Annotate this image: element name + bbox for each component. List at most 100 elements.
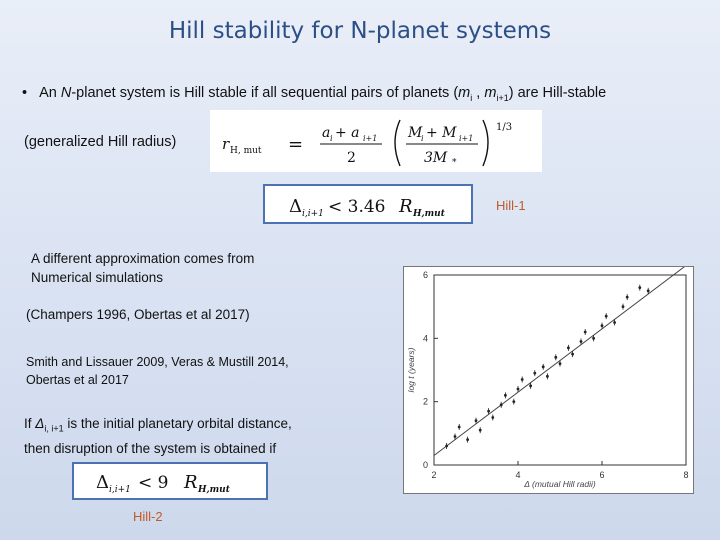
- hill2-sub: i,i+1: [109, 485, 131, 495]
- hill1-rel: < 3.46: [328, 197, 386, 217]
- bullet-comma: ,: [472, 85, 485, 101]
- eq-num-a: a: [322, 125, 330, 141]
- approximation-line-1: A different approximation comes from: [31, 251, 255, 266]
- eq-inner-M: M: [407, 125, 423, 141]
- eq-equals: =: [288, 134, 303, 155]
- data-point: [512, 400, 516, 404]
- data-point: [571, 352, 574, 356]
- data-point: [604, 314, 608, 318]
- bullet-sub-i: i: [470, 92, 473, 103]
- eq-inner-plus: + M: [426, 125, 457, 141]
- x-tick-label: 4: [515, 470, 520, 480]
- generalized-hill-radius-label: (generalized Hill radius): [24, 134, 177, 150]
- hill1-R-sub: H,mut: [412, 209, 446, 219]
- eq-inner-den: 3M: [424, 150, 448, 166]
- bullet-text-b: -planet system is Hill stable if all seq…: [71, 85, 459, 101]
- eq-inner-sub1: i: [421, 134, 424, 143]
- data-point: [583, 330, 587, 334]
- bullet-text-a: An: [39, 85, 61, 101]
- data-point: [466, 438, 469, 442]
- citation-2-line-1: Smith and Lissauer 2009, Veras & Mustill…: [26, 355, 289, 369]
- data-point: [554, 355, 558, 359]
- eq-num-plus: + a: [335, 125, 360, 141]
- data-point: [533, 371, 537, 375]
- data-point: [546, 374, 549, 378]
- approximation-text: A different approximation comes from Num…: [31, 249, 254, 287]
- eq-num-sub2: i+1: [363, 134, 377, 143]
- disruption-rest: is the initial planetary orbital distanc…: [63, 416, 292, 431]
- slide-title: Hill stability for N-planet systems: [168, 18, 552, 44]
- data-point: [487, 409, 490, 413]
- x-tick-label: 8: [683, 470, 688, 480]
- hill-2-label: Hill-2: [133, 509, 163, 524]
- x-tick-label: 6: [599, 470, 604, 480]
- eq-den: 2: [347, 150, 356, 166]
- disruption-line-1: If Δi, i+1 is the initial planetary orbi…: [24, 414, 292, 439]
- y-tick-label: 0: [423, 460, 428, 470]
- data-point: [491, 416, 495, 419]
- hill-radius-equation-svg: r H, mut = a i + a i+1 2 M i + M i+1 3M …: [222, 119, 512, 168]
- hill1-delta: Δ: [289, 196, 302, 217]
- data-point: [579, 340, 583, 343]
- citation-2: Smith and Lissauer 2009, Veras & Mustill…: [26, 353, 289, 389]
- data-point: [638, 286, 642, 290]
- eq-inner-sub2: i+1: [459, 134, 473, 143]
- eq-paren-right: [482, 119, 489, 167]
- y-axis-label: log t (years): [406, 347, 416, 392]
- plot-axes-box: [433, 274, 687, 466]
- bullet-m-i1: m: [484, 85, 497, 101]
- hill-1-criterion-box: Δ i,i+1 < 3.46 R H,mut: [263, 184, 473, 224]
- y-tick-label: 6: [423, 270, 428, 280]
- hill2-delta: Δ: [96, 472, 109, 493]
- hill1-sub: i,i+1: [302, 209, 324, 219]
- citation-1: (Champers 1996, Obertas et al 2017): [26, 307, 250, 322]
- disruption-line-2: then disruption of the system is obtaine…: [24, 440, 277, 456]
- data-point: [474, 419, 478, 423]
- disruption-sub: i, i+1: [44, 423, 64, 434]
- x-tick-label: 2: [431, 470, 436, 480]
- hill-1-equation: Δ i,i+1 < 3.46 R H,mut: [289, 196, 446, 219]
- data-point: [600, 324, 604, 328]
- eq-lhs-sub: H, mut: [230, 146, 262, 156]
- data-point: [445, 444, 448, 448]
- hill2-R: R: [183, 472, 198, 493]
- data-point: [567, 346, 570, 350]
- eq-paren-left: [394, 119, 401, 167]
- data-point: [520, 378, 524, 381]
- data-point: [646, 289, 650, 293]
- eq-inner-den-sub: *: [452, 158, 457, 168]
- bullet-text-c: ) are Hill-stable: [508, 85, 607, 101]
- hill-2-equation: Δ i,i+1 < 9 R H,mut: [96, 472, 231, 495]
- data-point: [541, 365, 545, 369]
- hill2-R-sub: H,mut: [197, 485, 231, 495]
- hill1-R: R: [398, 196, 413, 217]
- disruption-text: If Δi, i+1 is the initial planetary orbi…: [24, 414, 292, 458]
- y-tick-label: 4: [423, 333, 428, 343]
- data-point: [625, 295, 629, 299]
- disruption-if: If: [24, 416, 36, 431]
- citation-2-line-2: Obertas et al 2017: [26, 373, 129, 387]
- hill-radius-equation: r H, mut = a i + a i+1 2 M i + M i+1 3M …: [210, 110, 542, 172]
- hill2-rel: < 9: [138, 473, 168, 493]
- x-axis-label: Δ (mutual Hill radii): [523, 479, 596, 489]
- y-tick-label: 2: [423, 397, 428, 407]
- disruption-delta: Δ: [35, 416, 45, 431]
- data-point: [453, 435, 457, 438]
- data-point: [613, 321, 616, 324]
- fit-line: [433, 267, 685, 456]
- approximation-line-2: Numerical simulations: [31, 270, 164, 285]
- data-point: [504, 393, 507, 397]
- eq-exponent: 1/3: [496, 122, 512, 133]
- bullet-m-i: m: [458, 85, 471, 101]
- data-point: [478, 428, 482, 432]
- bullet-sub-i1: i+1: [496, 92, 509, 103]
- data-point: [516, 387, 520, 391]
- hill-1-label: Hill-1: [496, 198, 526, 213]
- data-point: [499, 403, 503, 407]
- data-point: [592, 336, 595, 340]
- data-point: [558, 362, 562, 366]
- bullet-N: N: [60, 85, 72, 101]
- data-point: [529, 384, 532, 388]
